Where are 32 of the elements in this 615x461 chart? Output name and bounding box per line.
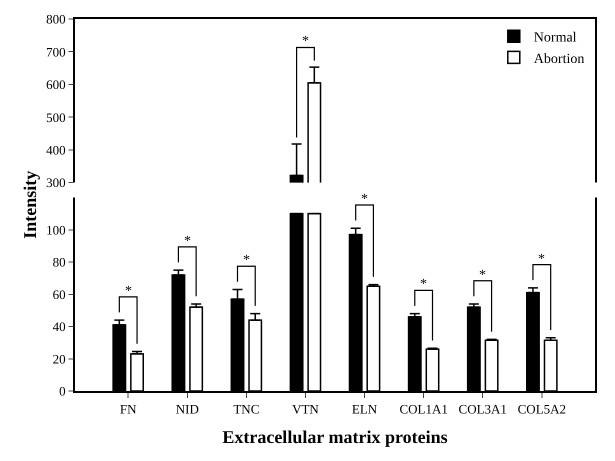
x-tick-label: ELN [352, 401, 378, 416]
x-tick-label: TNC [233, 401, 260, 416]
y-tick-label: 800 [46, 12, 66, 27]
x-axis-title: Extracellular matrix proteins [222, 426, 448, 447]
y-tick-label: 20 [52, 351, 66, 366]
annotation: * [479, 268, 486, 283]
x-tick-label: VTN [292, 401, 320, 416]
y-tick-label: 0 [59, 384, 66, 399]
x-tick-label: FN [120, 401, 138, 416]
annotation: * [125, 284, 132, 299]
y-axis-title: Intensity [20, 170, 40, 239]
x-tick-label: COL1A1 [399, 401, 448, 416]
legend-label: Normal [534, 30, 577, 46]
y-tick-label: 60 [52, 286, 66, 302]
annotation: * [184, 234, 191, 249]
y-tick-label: 40 [52, 319, 66, 334]
legend-label: Abortion [534, 52, 584, 67]
y-tick-label: 80 [52, 254, 66, 270]
y-tick-label: 400 [46, 142, 66, 158]
x-tick-label: COL3A1 [458, 401, 507, 416]
y-tick-label: 100 [46, 222, 66, 238]
annotation: * [538, 252, 545, 267]
x-tick-label: NID [176, 401, 199, 416]
annotation: * [243, 253, 250, 268]
annotation: * [361, 192, 368, 207]
y-tick-label: 300 [46, 175, 66, 190]
annotation: * [420, 277, 427, 292]
y-tick-label: 500 [46, 110, 66, 125]
y-tick-label: 600 [46, 77, 66, 92]
annotation: * [302, 34, 309, 49]
x-tick-label: COL5A2 [518, 401, 566, 416]
y-tick-label: 700 [46, 44, 66, 60]
